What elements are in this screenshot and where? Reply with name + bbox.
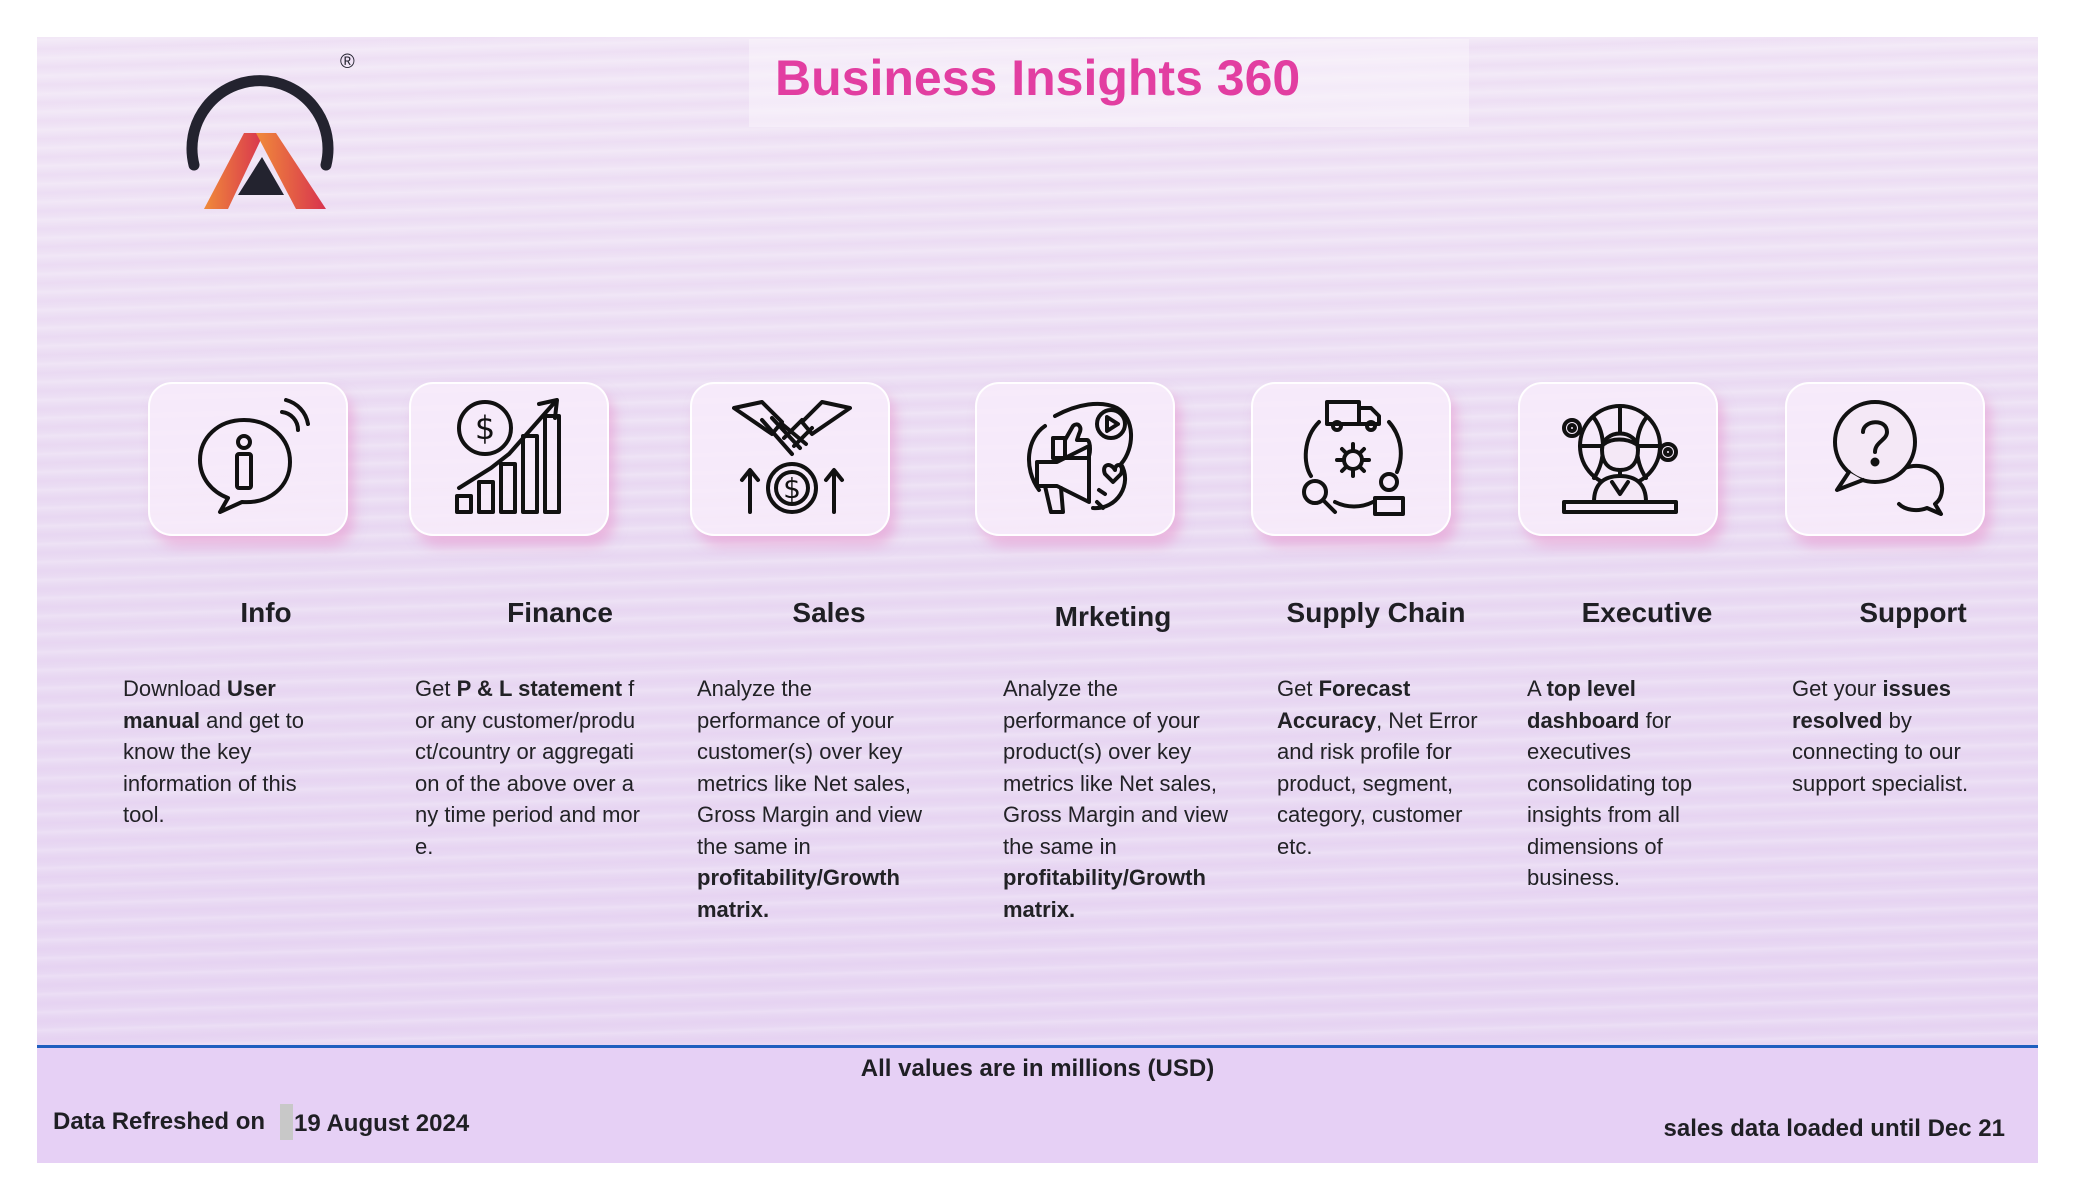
footer-bar — [37, 1048, 2038, 1163]
sales-heading: Sales — [792, 597, 866, 628]
finance-heading: Finance — [507, 597, 613, 628]
description-emphasis: profitability/Growth matrix. — [697, 865, 900, 922]
supply-chain-icon — [1302, 400, 1405, 516]
svg-text:$: $ — [783, 472, 801, 505]
executive-icon — [1562, 404, 1678, 514]
data-loaded-note: sales data loaded until Dec 21 — [1663, 1115, 2005, 1142]
description-text: Analyze the performance of your customer… — [697, 676, 922, 859]
description-text: Get — [1277, 676, 1319, 701]
nav-card-marketing[interactable] — [975, 382, 1175, 536]
nav-card-support[interactable] — [1785, 382, 1985, 536]
description-text: and get to know the key information of t… — [123, 707, 305, 828]
description-emphasis: profitability/Growth matrix. — [1003, 865, 1206, 922]
description-emphasis: User manual — [123, 676, 276, 733]
units-note: All values are in millions (USD) — [860, 1055, 1215, 1082]
nav-card-executive[interactable] — [1518, 382, 1718, 536]
description-emphasis: P & L statement — [456, 676, 623, 701]
description-text: by connecting to our support specialist. — [1792, 707, 1969, 796]
executive-description: A top level dashboard for executives con… — [1527, 673, 1717, 894]
finance-description: Get P & L statement for any customer/pro… — [415, 673, 640, 862]
refresh-date: 19 August 2024 — [294, 1110, 470, 1137]
title-panel — [749, 39, 1469, 127]
nav-card-finance[interactable]: $ — [409, 382, 609, 536]
page-title: Business Insights 360 — [775, 50, 1301, 106]
description-text: Analyze the performance of your product(… — [1003, 676, 1228, 859]
refresh-label: Data Refreshed on — [53, 1108, 266, 1135]
executive-heading: Executive — [1581, 597, 1713, 628]
description-text: for any customer/product/country or aggr… — [415, 676, 640, 859]
description-emphasis: issues resolved — [1792, 676, 1951, 733]
info-icon — [198, 398, 310, 514]
support-description: Get your issues resolved by connecting t… — [1792, 673, 1997, 799]
nav-card-sales[interactable]: $ — [690, 382, 890, 536]
info-description: Download User manual and get to know the… — [123, 673, 328, 831]
megaphone-icon — [1026, 401, 1134, 514]
marketing-heading: Mrketing — [1054, 601, 1172, 632]
description-emphasis: Forecast Accuracy — [1277, 676, 1411, 733]
footer-divider — [37, 1045, 2038, 1048]
description-emphasis: top level dashboard — [1527, 676, 1640, 733]
description-text: Download — [123, 676, 227, 701]
report-canvas: ® Business Insights 360 $ — [37, 37, 2038, 1163]
nav-card-supply-chain[interactable] — [1251, 382, 1451, 536]
handshake-icon: $ — [732, 400, 852, 514]
description-text: , Net Error and risk profile for product… — [1277, 707, 1478, 859]
marketing-description: Analyze the performance of your product(… — [1003, 673, 1228, 925]
company-logo: ® — [172, 47, 355, 217]
description-text: for executives consolidating top insight… — [1527, 707, 1693, 891]
sales-description: Analyze the performance of your customer… — [697, 673, 922, 925]
supply-chain-description: Get Forecast Accuracy, Net Error and ris… — [1277, 673, 1487, 862]
description-text: Get your — [1792, 676, 1883, 701]
registered-mark: ® — [340, 51, 355, 73]
info-heading: Info — [240, 597, 292, 628]
svg-text:$: $ — [475, 409, 495, 447]
description-text: A — [1527, 676, 1547, 701]
support-chat-icon — [1833, 400, 1944, 516]
refresh-date-marker — [280, 1104, 293, 1140]
finance-chart-icon: $ — [455, 398, 561, 514]
description-text: Get — [415, 676, 457, 701]
nav-card-info[interactable] — [148, 382, 348, 536]
support-heading: Support — [1859, 597, 1967, 628]
supply-chain-heading: Supply Chain — [1286, 597, 1466, 628]
